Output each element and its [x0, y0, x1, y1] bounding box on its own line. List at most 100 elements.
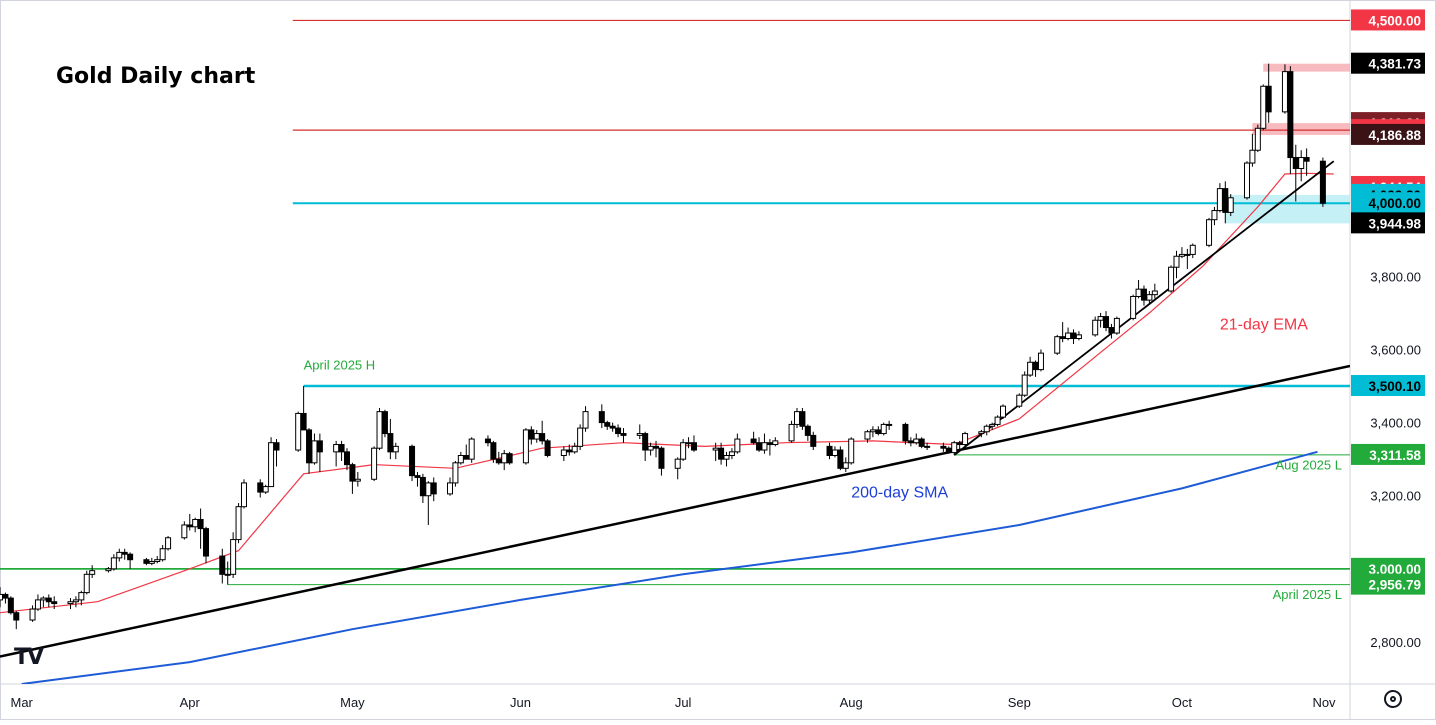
candle-66	[501, 450, 508, 471]
candle-76	[577, 424, 584, 451]
candle-27	[197, 508, 204, 549]
candle-body	[842, 462, 849, 469]
candle-25	[186, 514, 193, 531]
candle-121	[924, 442, 931, 451]
candle-body	[457, 455, 464, 464]
candle-body	[804, 425, 811, 436]
candle-body	[235, 506, 242, 541]
candle-18	[127, 552, 134, 569]
candle-body	[674, 458, 681, 469]
candle-95	[728, 448, 735, 460]
candle-body	[484, 438, 491, 444]
candle-165	[1260, 84, 1267, 131]
candle-body	[495, 458, 502, 464]
candle-body	[609, 425, 616, 429]
price-label-0: 4,500.00	[1351, 9, 1425, 31]
annotation-label-4: 200-day SMA	[851, 485, 948, 502]
candle-body	[956, 442, 963, 446]
candle-88	[674, 457, 681, 480]
candle-161	[1227, 194, 1234, 217]
candle-body	[544, 440, 551, 457]
candle-body	[799, 411, 806, 427]
candle-56	[425, 481, 432, 525]
candle-68	[522, 428, 529, 465]
candle-body	[89, 570, 96, 575]
candle-body	[577, 427, 584, 447]
y-tick-label-3: 3,400.00	[1370, 416, 1421, 431]
candle-body	[1173, 255, 1180, 268]
candle-38	[295, 411, 302, 452]
candle-50	[381, 409, 388, 438]
candle-body	[273, 442, 280, 451]
candle-body	[620, 433, 627, 436]
candle-body	[501, 453, 508, 464]
price-label-12: 2,956.79	[1351, 573, 1425, 595]
candle-body	[831, 449, 838, 457]
candle-body	[1319, 160, 1326, 204]
candle-body	[604, 422, 611, 427]
x-tick-label-3: Jun	[510, 695, 531, 710]
candle-137	[1054, 334, 1061, 355]
candle-body	[29, 608, 36, 621]
candle-body	[1298, 157, 1305, 170]
candle-99	[761, 433, 768, 454]
candle-body	[376, 411, 383, 449]
candle-body	[203, 528, 210, 557]
price-label-text: 4,000.00	[1368, 196, 1421, 211]
y-tick-label-4: 3,600.00	[1370, 342, 1421, 357]
candle-body	[414, 475, 421, 478]
candle-83	[636, 424, 643, 440]
candle-17	[121, 548, 128, 560]
candle-body	[316, 440, 323, 453]
candle-body	[1070, 332, 1077, 340]
candle-140	[1070, 329, 1077, 344]
candle-111	[848, 437, 855, 465]
candle-body	[45, 597, 52, 603]
candle-body	[1168, 266, 1175, 292]
candle-body	[712, 447, 719, 451]
candle-91	[690, 435, 697, 452]
candle-79	[604, 420, 611, 430]
candle-151	[1151, 283, 1158, 299]
candle-48	[371, 446, 378, 482]
price-label-box	[1351, 573, 1425, 595]
candle-112	[864, 429, 871, 443]
candle-34	[257, 479, 264, 498]
candle-body	[0, 593, 3, 601]
candle-164	[1254, 124, 1261, 153]
candle-3	[13, 610, 20, 630]
price-label-box	[1351, 52, 1425, 74]
candle-46	[349, 462, 356, 494]
candle-127	[978, 429, 985, 438]
candle-84	[642, 431, 649, 461]
candle-body	[1103, 316, 1110, 329]
candle-30	[224, 561, 231, 585]
candle-body	[1243, 162, 1250, 199]
candle-body	[1249, 149, 1256, 164]
candle-131	[1000, 404, 1007, 419]
candle-67	[506, 451, 513, 465]
candle-36	[268, 437, 275, 488]
candle-body	[1254, 127, 1261, 151]
candle-128	[983, 424, 990, 436]
candle-144	[1103, 311, 1110, 332]
candle-147	[1130, 294, 1137, 321]
candle-138	[1059, 322, 1066, 343]
candle-body	[105, 568, 112, 572]
candle-122	[940, 442, 947, 452]
candle-body	[1140, 288, 1147, 301]
candle-97	[750, 431, 757, 445]
candle-body	[864, 431, 871, 440]
candle-body	[1189, 244, 1196, 255]
candle-108	[831, 446, 838, 458]
series-line-1	[0, 172, 1334, 614]
x-tick-label-5: Aug	[840, 695, 863, 710]
candle-86	[653, 440, 660, 458]
candle-124	[951, 440, 958, 455]
candle-134	[1027, 356, 1034, 377]
candle-22	[159, 545, 166, 562]
candle-body	[1135, 288, 1142, 297]
candle-94	[723, 451, 730, 467]
candle-body	[680, 442, 687, 460]
